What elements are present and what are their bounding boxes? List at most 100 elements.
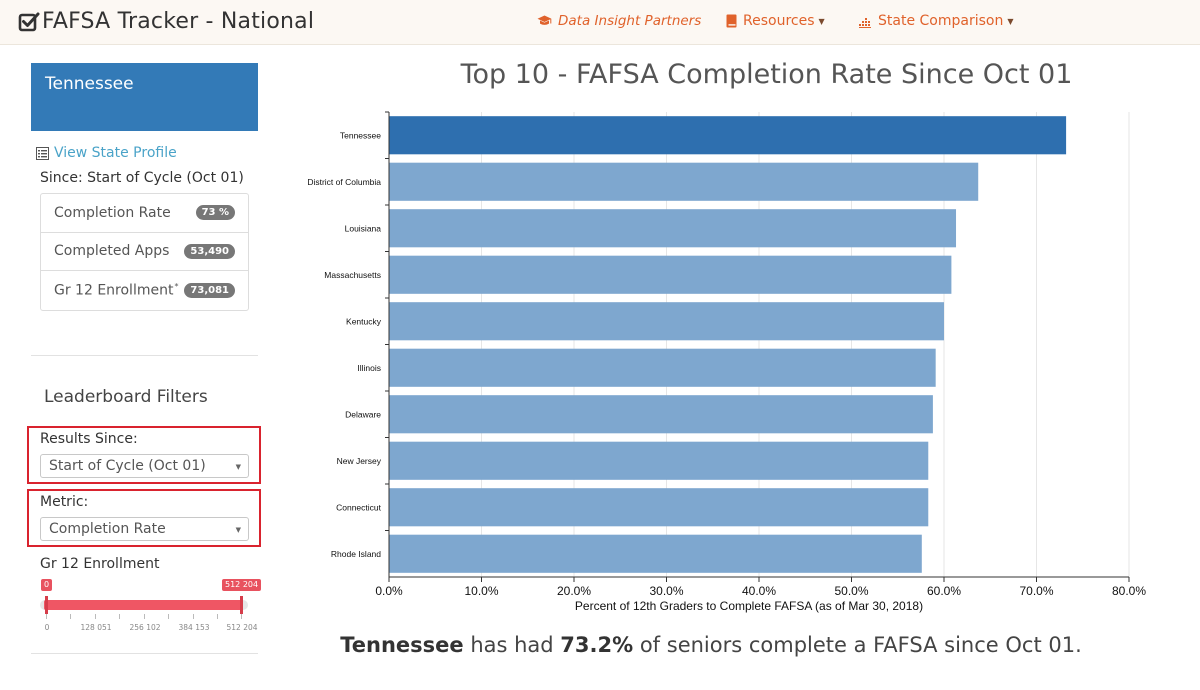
caret-down-icon: ▼ xyxy=(235,526,241,534)
list-alt-icon xyxy=(36,146,49,160)
x-tick-label: 50.0% xyxy=(834,584,868,598)
checkbox-check-icon xyxy=(18,12,40,31)
bar xyxy=(389,441,929,480)
stat-completed-apps: Completed Apps 53,490 xyxy=(41,233,248,271)
since-label: Since: Start of Cycle (Oct 01) xyxy=(40,170,244,186)
slider-handle-min[interactable] xyxy=(45,596,48,614)
results-since-filter: Results Since: Start of Cycle (Oct 01) ▼ xyxy=(27,426,261,484)
nav-state-comparison-dropdown[interactable]: State Comparison ▼ xyxy=(859,13,1014,29)
chart-title: Top 10 - FAFSA Completion Rate Since Oct… xyxy=(460,59,1073,90)
category-label: Connecticut xyxy=(336,502,382,512)
slider-tick xyxy=(46,614,47,619)
x-tick-label: 0.0% xyxy=(375,584,403,598)
slider-tick xyxy=(70,614,71,619)
stat-completion-rate: Completion Rate 73 % xyxy=(41,194,248,233)
slider-handle-max[interactable] xyxy=(240,596,243,614)
metric-filter: Metric: Completion Rate ▼ xyxy=(27,489,261,547)
state-header: Tennessee xyxy=(31,63,258,131)
footnote-marker: * xyxy=(174,281,179,291)
results-since-select[interactable]: Start of Cycle (Oct 01) ▼ xyxy=(40,454,249,478)
bar xyxy=(389,116,1067,155)
x-axis-title: Percent of 12th Graders to Complete FAFS… xyxy=(575,599,923,613)
category-label: District of Columbia xyxy=(307,177,381,187)
x-tick-label: 40.0% xyxy=(742,584,776,598)
slider-tick xyxy=(95,614,96,619)
divider xyxy=(31,653,258,654)
bar xyxy=(389,255,952,294)
nav-data-insight-partners[interactable]: Data Insight Partners xyxy=(537,13,701,29)
slider-tick-label: 0 xyxy=(44,623,50,632)
summary-state: Tennessee xyxy=(340,633,464,657)
bar xyxy=(389,162,979,201)
results-since-label: Results Since: xyxy=(40,431,138,447)
nav-resources-dropdown[interactable]: Resources ▼ xyxy=(726,13,825,29)
graduation-cap-icon xyxy=(537,15,552,25)
slider-max-value: 512 204 xyxy=(222,579,262,591)
book-icon xyxy=(726,14,737,28)
slider-tick xyxy=(168,614,169,619)
category-label: Tennessee xyxy=(340,130,381,140)
slider-tick xyxy=(144,614,145,619)
bar-chart-icon xyxy=(859,17,871,28)
stat-badge: 73 % xyxy=(195,205,235,221)
brand[interactable]: FAFSA Tracker - National xyxy=(18,9,314,34)
bar xyxy=(389,395,933,434)
state-name: Tennessee xyxy=(45,74,134,94)
results-since-value: Start of Cycle (Oct 01) xyxy=(49,458,206,474)
view-state-profile-label: View State Profile xyxy=(54,145,177,161)
slider-tick-label: 384 153 xyxy=(178,623,210,632)
metric-select[interactable]: Completion Rate ▼ xyxy=(40,517,249,541)
caret-down-icon: ▼ xyxy=(1007,16,1014,26)
bar xyxy=(389,209,957,248)
category-label: Rhode Island xyxy=(331,549,381,559)
slider-tick-marks xyxy=(46,614,242,620)
summary-sentence: Tennessee has had 73.2% of seniors compl… xyxy=(296,633,1126,657)
stat-label: Gr 12 Enrollment xyxy=(54,282,174,299)
category-label: Kentucky xyxy=(346,316,382,326)
slider-selected-range xyxy=(44,600,242,610)
enrollment-filter-label: Gr 12 Enrollment xyxy=(40,556,160,572)
leaderboard-filters-title: Leaderboard Filters xyxy=(44,387,208,407)
slider-min-value: 0 xyxy=(41,579,53,591)
divider xyxy=(31,355,258,356)
stat-badge: 53,490 xyxy=(184,243,235,259)
bar xyxy=(389,534,922,573)
bar xyxy=(389,302,944,341)
x-tick-label: 60.0% xyxy=(927,584,961,598)
stat-label-wrap: Gr 12 Enrollment* xyxy=(54,282,178,299)
slider-tick xyxy=(217,614,218,619)
metric-label: Metric: xyxy=(40,494,89,510)
slider-tick-label: 128 051 xyxy=(80,623,112,632)
nav-compare-label: State Comparison xyxy=(878,13,1004,29)
category-label: New Jersey xyxy=(337,456,382,466)
x-tick-label: 70.0% xyxy=(1019,584,1053,598)
completion-rate-bar-chart: Tennessee District of Columbia Louisiana Ma… xyxy=(307,111,1146,613)
bar xyxy=(389,488,929,527)
slider-tick xyxy=(119,614,120,619)
category-label: Delaware xyxy=(345,409,381,419)
enrollment-range-slider[interactable]: 0 512 204 0 128 051 256 102 384 153 512 … xyxy=(36,576,266,636)
stat-label: Completion Rate xyxy=(54,204,171,221)
x-tick-label: 80.0% xyxy=(1112,584,1146,598)
metric-value: Completion Rate xyxy=(49,521,166,537)
slider-tick-label: 512 204 xyxy=(226,623,258,632)
summary-text-1: has had xyxy=(463,633,561,657)
bar xyxy=(389,348,936,387)
caret-down-icon: ▼ xyxy=(818,16,825,26)
slider-tick xyxy=(241,614,242,619)
slider-tick xyxy=(193,614,194,619)
x-tick-label: 20.0% xyxy=(557,584,591,598)
summary-rate: 73.2% xyxy=(560,633,634,657)
view-state-profile-link[interactable]: View State Profile xyxy=(36,145,177,161)
stat-badge: 73,081 xyxy=(184,282,235,298)
category-label: Illinois xyxy=(357,363,381,373)
brand-title: FAFSA Tracker - National xyxy=(42,9,315,34)
x-tick-label: 10.0% xyxy=(464,584,498,598)
slider-tick-label: 256 102 xyxy=(129,623,161,632)
summary-text-2: of seniors complete a FAFSA since Oct 01… xyxy=(633,633,1082,657)
nav-partners-label: Data Insight Partners xyxy=(558,13,702,29)
x-tick-label: 30.0% xyxy=(649,584,683,598)
stat-gr12-enrollment: Gr 12 Enrollment* 73,081 xyxy=(41,271,248,310)
state-stats-list: Completion Rate 73 % Completed Apps 53,4… xyxy=(40,193,249,311)
navbar: FAFSA Tracker - National Data Insight Pa… xyxy=(0,0,1200,45)
